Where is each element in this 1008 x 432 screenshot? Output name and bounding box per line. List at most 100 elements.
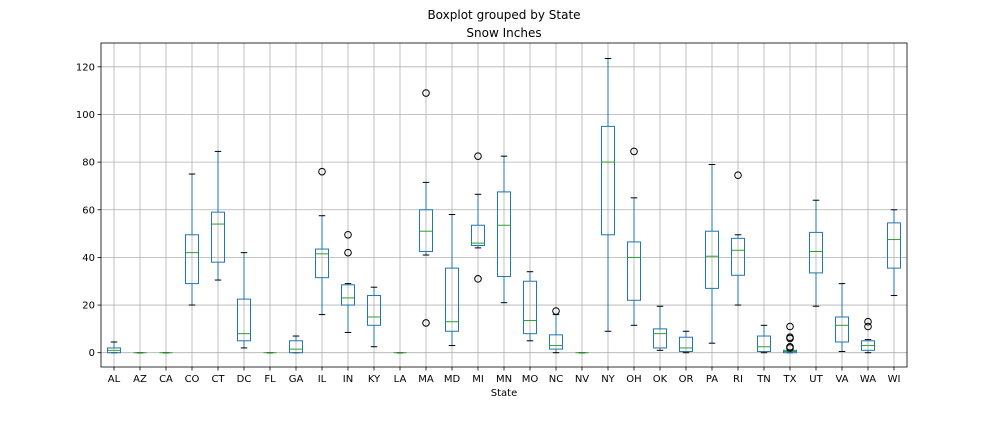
flier-point [864, 317, 872, 326]
x-tick-label: OK [653, 374, 668, 385]
box-iqr [185, 234, 199, 285]
box-OK [653, 305, 667, 351]
x-tick-label: MI [472, 374, 484, 385]
box-CO [185, 173, 199, 306]
box-GA [289, 335, 303, 354]
flier-point [786, 342, 794, 351]
box-IN [341, 230, 355, 333]
y-tick-label: 120 [76, 62, 95, 73]
box-iqr [731, 237, 745, 276]
x-tick-label: MA [418, 374, 434, 385]
flier-point [734, 171, 742, 180]
boxes-layer [107, 57, 901, 354]
box-TN [757, 324, 771, 354]
box-iqr [471, 224, 485, 246]
x-tick-label: OH [626, 374, 641, 385]
box-NC [549, 307, 563, 354]
x-tick-label: VA [835, 374, 848, 385]
box-iqr [887, 222, 901, 269]
x-axis-label: State [491, 388, 517, 399]
x-tick-label: GA [289, 374, 304, 385]
box-KY [367, 286, 381, 348]
chart-title: Snow Inches [466, 26, 541, 40]
y-tick-label: 40 [82, 253, 95, 264]
box-OR [679, 330, 693, 354]
box-iqr [809, 231, 823, 274]
box-UT [809, 199, 823, 307]
flier-point [474, 152, 482, 160]
flier-point [864, 322, 872, 331]
box-iqr [835, 316, 849, 343]
box-VA [835, 283, 849, 353]
x-tick-label: CO [185, 374, 200, 385]
chart-suptitle: Boxplot grouped by State [427, 8, 580, 22]
box-iqr [315, 248, 329, 279]
box-DC [237, 252, 251, 349]
box-RI [731, 171, 745, 306]
y-tick-label: 20 [82, 301, 95, 312]
x-tick-label: IN [343, 374, 353, 385]
box-MD [445, 214, 459, 347]
x-tick-label: NC [549, 374, 563, 385]
box-IL [315, 167, 329, 316]
box-iqr [341, 284, 355, 306]
flier-point [630, 147, 638, 156]
x-tick-label: CA [159, 374, 173, 385]
box-iqr [679, 336, 693, 353]
flier-point [344, 230, 352, 239]
box-MN [497, 155, 511, 304]
box-MA [419, 89, 433, 327]
box-iqr [211, 211, 225, 263]
x-tick-label: KY [368, 374, 381, 385]
flier-point [318, 167, 326, 176]
box-iqr [627, 241, 641, 301]
y-tick-label: 100 [76, 110, 95, 121]
x-tick-label: FL [264, 374, 276, 385]
box-AL [107, 341, 121, 354]
x-tick-label: DC [237, 374, 252, 385]
x-tick-label: IL [318, 374, 327, 385]
box-iqr [653, 328, 667, 349]
axis-ticks: AL AZ CA CO CT DC FL GA IL IN KY LA MA MD MI MN MO NC NV NY… [76, 62, 901, 385]
x-tick-label: UT [809, 374, 823, 385]
y-tick-label: 80 [82, 158, 95, 169]
flier-point [786, 322, 794, 331]
x-tick-label: TN [756, 374, 771, 385]
box-CT [211, 150, 225, 281]
box-WA [861, 317, 875, 354]
x-tick-label: MD [444, 374, 461, 385]
box-iqr [237, 298, 251, 342]
flier-point [422, 319, 430, 327]
box-OH [627, 147, 641, 326]
box-iqr [601, 125, 615, 236]
box-iqr [549, 334, 563, 350]
x-tick-label: WI [888, 374, 901, 385]
y-tick-label: 0 [89, 348, 95, 359]
box-PA [705, 164, 719, 344]
x-tick-label: CT [211, 374, 225, 385]
box-MI [471, 152, 485, 283]
x-tick-label: TX [783, 374, 797, 385]
x-tick-label: RI [733, 374, 743, 385]
x-tick-label: NV [575, 374, 589, 385]
x-tick-label: MN [496, 374, 512, 385]
box-iqr [705, 230, 719, 289]
flier-point [786, 333, 794, 342]
flier-point [422, 89, 430, 97]
box-iqr [289, 340, 303, 354]
box-WI [887, 209, 901, 297]
y-tick-label: 60 [82, 205, 95, 216]
x-tick-label: LA [394, 374, 407, 385]
x-tick-label: NY [601, 374, 615, 385]
x-tick-label: PA [706, 374, 718, 385]
box-iqr [445, 267, 459, 332]
box-MO [523, 271, 537, 342]
flier-point [474, 275, 482, 283]
x-tick-label: AL [108, 374, 121, 385]
box-iqr [367, 295, 381, 326]
x-tick-label: WA [860, 374, 876, 385]
x-tick-label: MO [522, 374, 539, 385]
box-iqr [523, 280, 537, 335]
flier-point [552, 307, 560, 315]
